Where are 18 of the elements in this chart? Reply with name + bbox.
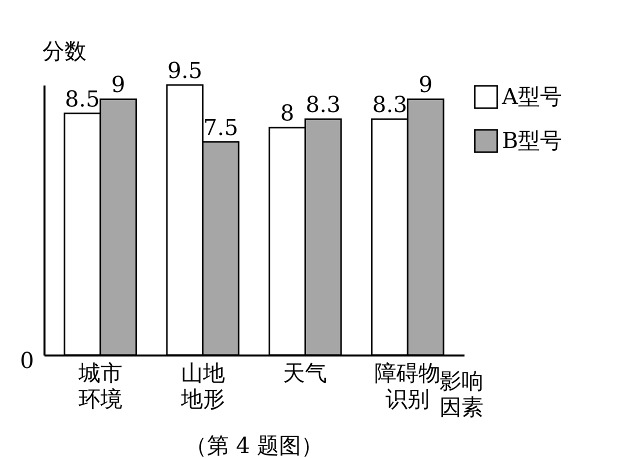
data-label: 8.5 (64, 87, 100, 112)
x-tick-label: 天气 (283, 362, 328, 386)
text: 0 (20, 349, 34, 374)
data-label: 9.5 (167, 59, 202, 84)
x-axis-title: 影响因素 (440, 370, 484, 420)
x-tick-label: 城市环境 (77, 362, 122, 412)
data-label: 9 (418, 73, 433, 98)
x-tick-label: 障碍物识别 (374, 362, 441, 412)
data-label: 8.3 (372, 93, 408, 118)
data-label: 8.3 (306, 93, 341, 118)
y-axis-title: 分数 (42, 40, 86, 64)
data-label: 9 (111, 73, 126, 98)
data-label: 7.5 (203, 116, 238, 141)
text: （第 4 题图） (185, 434, 323, 458)
legend-label: B型号 (502, 129, 562, 154)
data-label: 8 (280, 102, 294, 127)
x-tick-label: 山地地形 (180, 362, 225, 412)
legend-label: A型号 (501, 85, 562, 110)
